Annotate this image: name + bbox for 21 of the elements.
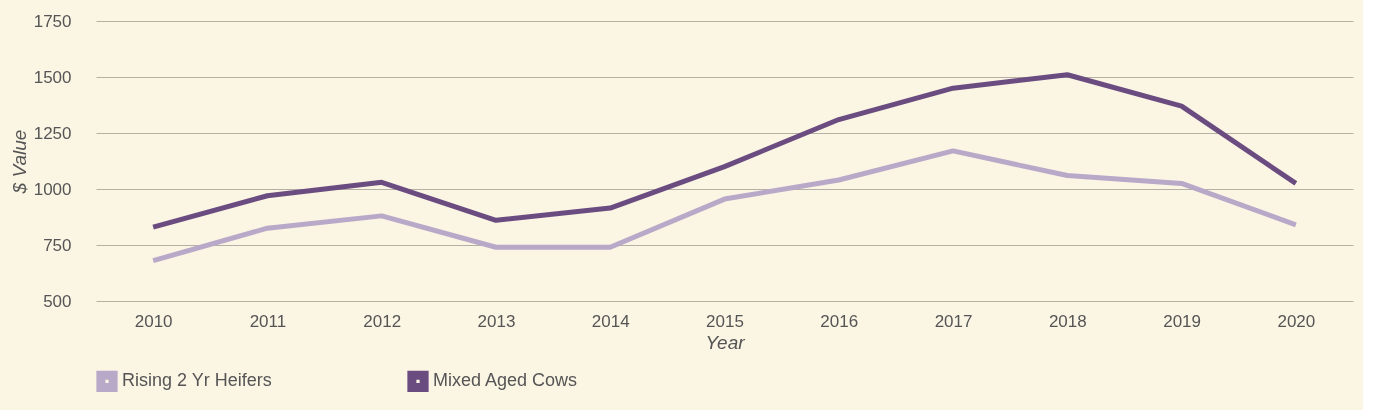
legend-label: Mixed Aged Cows [433,370,578,391]
x-tick-label: 2011 [249,311,287,331]
x-tick-label: 2012 [363,311,402,331]
x-tick-label: 2014 [591,311,630,331]
x-tick-label: 2018 [1048,311,1087,331]
x-tick-label: 2020 [1277,311,1316,331]
x-tick-label: 2017 [934,311,973,331]
y-axis-title: $ Value [8,129,30,195]
y-tick-label: 500 [43,291,72,311]
x-axis-title: Year [705,331,746,353]
y-tick-label: 1500 [33,67,72,87]
x-tick-label: 2013 [477,311,516,331]
x-tick-label: 2019 [1163,311,1202,331]
legend-label: Rising 2 Yr Heifers [122,370,272,391]
x-tick-label: 2016 [820,311,859,331]
y-tick-label: 1000 [33,179,72,199]
x-tick-label: 2010 [134,311,173,331]
y-tick-label: 750 [43,235,72,255]
y-tick-label: 1250 [33,123,72,143]
y-tick-label: 1750 [33,11,72,31]
x-tick-label: 2015 [706,311,744,331]
